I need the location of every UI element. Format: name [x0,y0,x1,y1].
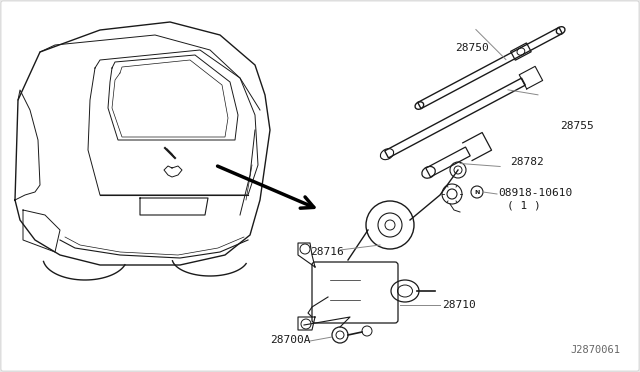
Text: 28716: 28716 [310,247,344,257]
Text: N: N [474,189,480,195]
Text: ( 1 ): ( 1 ) [507,200,541,210]
Text: 28700A: 28700A [270,335,310,345]
Text: 28710: 28710 [442,300,476,310]
Text: J2870061: J2870061 [570,345,620,355]
Text: 08918-10610: 08918-10610 [498,188,572,198]
Text: 28755: 28755 [560,121,594,131]
Text: 28782: 28782 [510,157,544,167]
Text: 28750: 28750 [455,43,489,53]
